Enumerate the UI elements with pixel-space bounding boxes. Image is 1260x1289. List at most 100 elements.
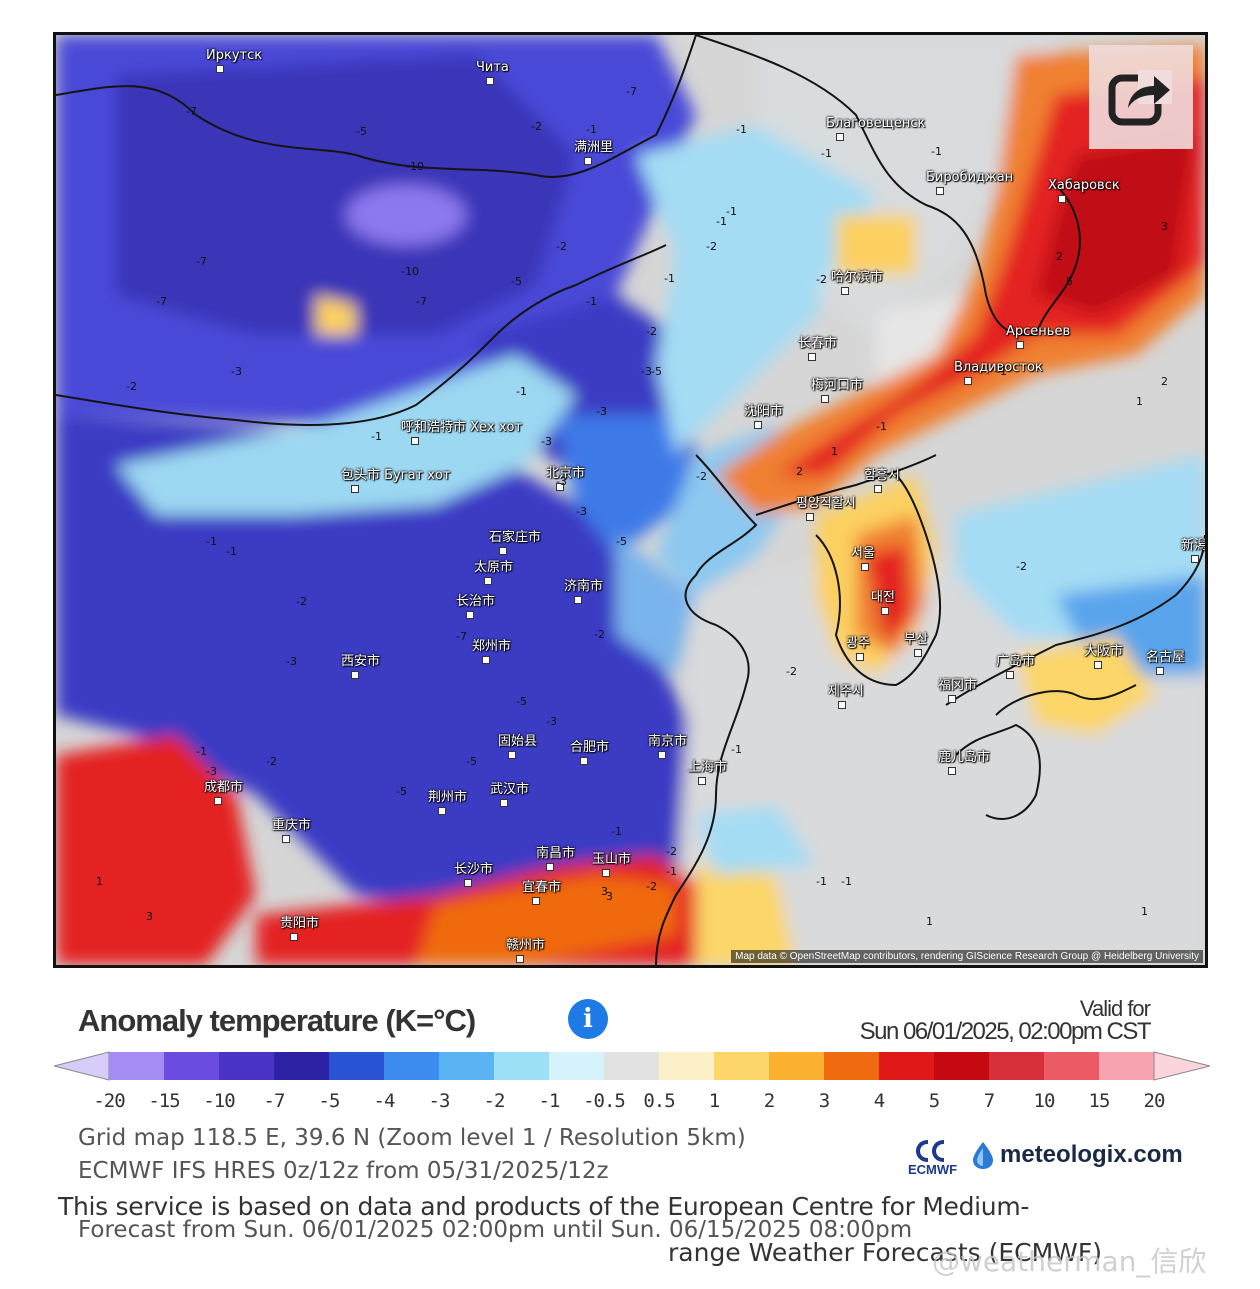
contour-label: -2 xyxy=(1016,560,1027,573)
city-label: 满洲里 xyxy=(574,140,614,155)
contour-label: -5 xyxy=(616,535,627,548)
city-label: 上海市 xyxy=(688,760,728,775)
city-marker xyxy=(856,653,864,661)
city-marker xyxy=(516,955,524,963)
meteologix-text: meteologix.com xyxy=(1000,1141,1183,1168)
contour-label: -3 xyxy=(576,505,587,518)
city-marker xyxy=(964,377,972,385)
city-marker xyxy=(936,187,944,195)
grid-info: Grid map 118.5 E, 39.6 N (Zoom level 1 /… xyxy=(78,1125,746,1151)
contour-label: -2 xyxy=(556,240,567,253)
city-label: Иркутск xyxy=(206,48,263,63)
contour-label: -1 xyxy=(726,205,737,218)
scale-swatch xyxy=(329,1052,385,1080)
ecmwf-logo-text: ECMWF xyxy=(908,1162,958,1177)
contour-label: -5 xyxy=(651,365,662,378)
forecast-map[interactable]: Иркутск Чита 满洲里 Благовещенск Биробиджан Хаба… xyxy=(53,32,1208,968)
contour-label: 5 xyxy=(1066,275,1073,288)
contour-label: 1 xyxy=(831,445,838,458)
contour-label: -2 xyxy=(816,273,827,286)
city-marker xyxy=(914,649,922,657)
info-icon[interactable]: i xyxy=(568,999,608,1039)
share-button[interactable] xyxy=(1089,45,1193,149)
forecast-info: Forecast from Sun. 06/01/2025 02:00pm un… xyxy=(78,1217,913,1243)
city-marker xyxy=(881,607,889,615)
contour-label: -1 xyxy=(816,875,827,888)
contour-label: -1 xyxy=(371,430,382,443)
city-label: 合肥市 xyxy=(570,740,610,755)
contour-label: -7 xyxy=(416,295,427,308)
contour-label: -1 xyxy=(931,145,942,158)
contour-label: -1 xyxy=(206,535,217,548)
contour-label: -10 xyxy=(401,265,419,278)
legend-title: Anomaly temperature (K=°C) xyxy=(78,1003,476,1038)
contour-label: -2 xyxy=(646,880,657,893)
color-scale-bar xyxy=(54,1051,1210,1081)
contour-label: -5 xyxy=(511,275,522,288)
city-label: 宜春市 xyxy=(522,880,562,895)
city-marker xyxy=(836,133,844,141)
contour-label: -10 xyxy=(406,160,424,173)
city-label: 제주시 xyxy=(828,684,864,699)
contour-label: -2 xyxy=(266,755,277,768)
city-label: 长治市 xyxy=(456,594,496,609)
city-marker xyxy=(580,757,588,765)
scale-tick-label: 7 xyxy=(983,1090,995,1112)
city-marker xyxy=(290,933,298,941)
contour-label: -2 xyxy=(646,325,657,338)
city-marker xyxy=(754,421,762,429)
scale-swatch xyxy=(604,1052,660,1080)
contour-label: -1 xyxy=(821,147,832,160)
contour-label: -3 xyxy=(206,765,217,778)
scale-swatch xyxy=(549,1052,605,1080)
scale-swatch xyxy=(659,1052,715,1080)
anomaly-field xyxy=(56,35,1205,965)
scale-swatch xyxy=(274,1052,330,1080)
scale-swatch xyxy=(439,1052,495,1080)
contour-label: -1 xyxy=(664,272,675,285)
contour-label: 3 xyxy=(606,890,613,903)
city-label: 서울 xyxy=(851,546,875,561)
city-marker xyxy=(874,485,882,493)
city-label: 郑州市 xyxy=(472,639,512,654)
contour-label: -1 xyxy=(611,825,622,838)
city-marker xyxy=(482,656,490,664)
city-marker xyxy=(574,596,582,604)
ecmwf-logo xyxy=(915,1140,945,1162)
contour-label: -2 xyxy=(706,240,717,253)
city-label: 固始县 xyxy=(498,734,538,749)
contour-label: 1 xyxy=(926,915,933,928)
scale-swatch xyxy=(989,1052,1045,1080)
scale-tick-label: 15 xyxy=(1088,1090,1111,1112)
meteologix-logo[interactable]: meteologix.com xyxy=(970,1140,1183,1170)
city-marker xyxy=(948,695,956,703)
city-label: 长春市 xyxy=(798,336,838,351)
city-label: 济南市 xyxy=(564,579,604,594)
city-marker xyxy=(1016,341,1024,349)
contour-label: -1 xyxy=(196,745,207,758)
city-marker xyxy=(499,547,507,555)
city-marker xyxy=(1156,667,1164,675)
city-marker xyxy=(500,799,508,807)
city-marker xyxy=(808,353,816,361)
scale-tick-label: 20 xyxy=(1143,1090,1166,1112)
city-label: 南京市 xyxy=(648,734,688,749)
city-label: 呼和浩特市 Хех хот xyxy=(401,420,523,435)
city-marker xyxy=(948,767,956,775)
scale-tick-label: -20 xyxy=(93,1090,125,1112)
city-label: Биробиджан xyxy=(926,170,1014,185)
contour-label: -2 xyxy=(296,595,307,608)
scale-swatch xyxy=(714,1052,770,1080)
city-label: 大阪市 xyxy=(1084,644,1124,659)
contour-label: -1 xyxy=(666,865,677,878)
contour-label: -2 xyxy=(786,665,797,678)
city-marker xyxy=(464,879,472,887)
city-label: 太原市 xyxy=(474,560,514,575)
contour-label: -7 xyxy=(156,295,167,308)
city-label: 贵阳市 xyxy=(280,916,320,931)
color-scale-ticks: -20 -15 -10 -7 -5 -4 -3 -2 -1 -0.5 0.5 1 2 3 4 5 7 10 15 20 xyxy=(0,1090,1260,1114)
city-label: Чита xyxy=(476,60,509,75)
contour-label: -5 xyxy=(356,125,367,138)
scale-swatch xyxy=(1044,1052,1100,1080)
contour-label: -1 xyxy=(586,123,597,136)
